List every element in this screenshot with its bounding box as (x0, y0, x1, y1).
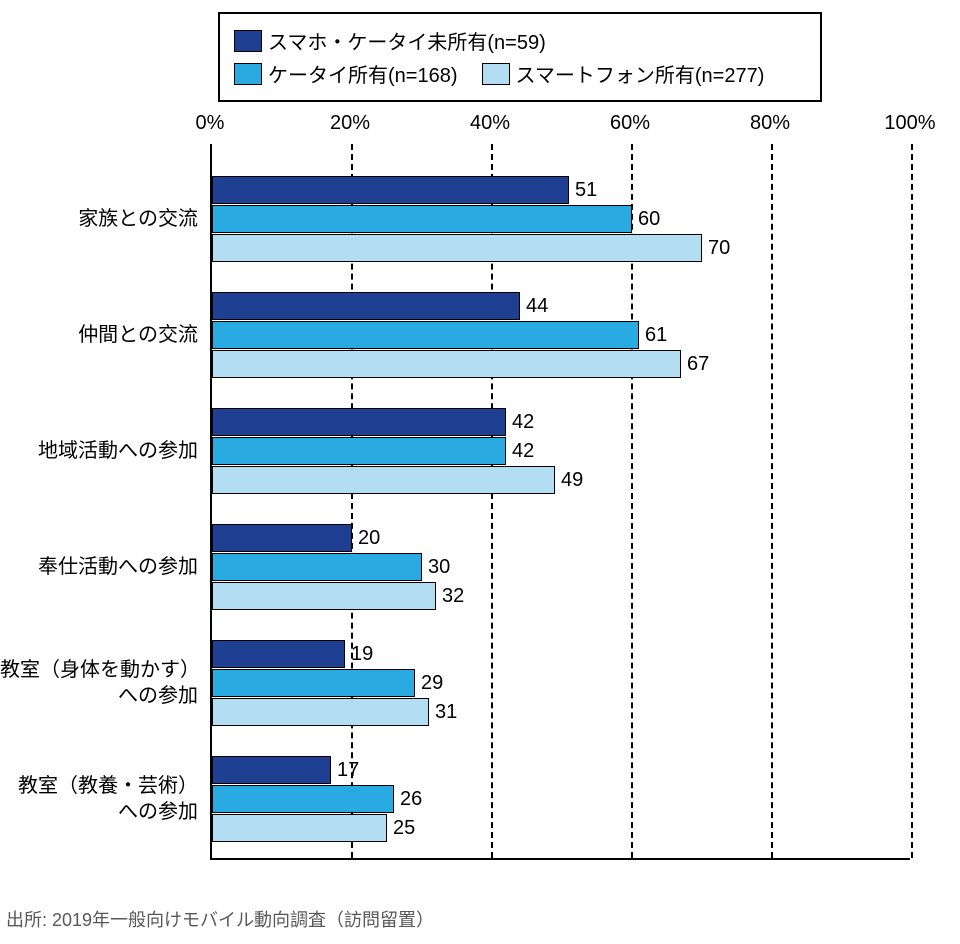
bar-value-label: 19 (345, 640, 373, 668)
x-axis-tick-label: 80% (750, 112, 790, 135)
legend-swatch (234, 30, 262, 52)
bar (212, 205, 632, 233)
bar-value-label: 67 (681, 350, 709, 378)
bar (212, 524, 352, 552)
bar-value-label: 20 (352, 524, 380, 552)
bar-value-label: 25 (387, 814, 415, 842)
bar (212, 553, 422, 581)
bar (212, 785, 394, 813)
legend-item: スマートフォン所有(n=277) (482, 59, 765, 88)
x-axis-tick-label: 100% (884, 112, 935, 135)
legend-swatch (234, 63, 262, 85)
x-axis-tick-label: 40% (470, 112, 510, 135)
bar (212, 176, 569, 204)
bar-value-label: 29 (415, 669, 443, 697)
legend-label: ケータイ所有(n=168) (268, 59, 458, 88)
bar (212, 321, 639, 349)
legend-swatch (482, 63, 510, 85)
bar (212, 640, 345, 668)
bar-value-label: 42 (506, 437, 534, 465)
category-label: 教室（教養・芸術）への参加 (18, 773, 198, 825)
bar (212, 350, 681, 378)
source-note: 出所: 2019年一般向けモバイル動向調査（訪問留置） (6, 906, 434, 932)
bar-value-label: 60 (632, 205, 660, 233)
bar (212, 408, 506, 436)
bar (212, 582, 436, 610)
category-label: 仲間との交流 (78, 322, 198, 348)
bar (212, 669, 415, 697)
x-axis-tick-label: 0% (196, 112, 225, 135)
bar (212, 814, 387, 842)
bar (212, 292, 520, 320)
bar (212, 466, 555, 494)
category-label: 奉仕活動への参加 (38, 554, 198, 580)
bar-value-label: 32 (436, 582, 464, 610)
gridline (771, 144, 773, 858)
category-label: 家族との交流 (78, 206, 198, 232)
chart-container: スマホ・ケータイ未所有(n=59) ケータイ所有(n=168) スマートフォン所有(… (0, 0, 960, 944)
legend-item: ケータイ所有(n=168) (234, 59, 458, 88)
bar (212, 234, 702, 262)
gridline (911, 144, 913, 858)
bar-value-label: 26 (394, 785, 422, 813)
bar (212, 756, 331, 784)
legend-label: スマホ・ケータイ未所有(n=59) (268, 26, 546, 55)
plot-area: 51 60 70 44 61 67 4242 49 20 3032 19 2931 17 2625 (210, 144, 910, 860)
legend: スマホ・ケータイ未所有(n=59) ケータイ所有(n=168) スマートフォン所有(… (218, 12, 822, 102)
bar-value-label: 49 (555, 466, 583, 494)
bar-value-label: 44 (520, 292, 548, 320)
x-axis-tick-label: 60% (610, 112, 650, 135)
legend-item: スマホ・ケータイ未所有(n=59) (234, 26, 546, 55)
bar-value-label: 61 (639, 321, 667, 349)
category-label: 教室（身体を動かす）への参加 (0, 657, 198, 709)
legend-label: スマートフォン所有(n=277) (516, 59, 765, 88)
x-axis-tick-label: 20% (330, 112, 370, 135)
bar (212, 698, 429, 726)
bar-value-label: 42 (506, 408, 534, 436)
bar-value-label: 70 (702, 234, 730, 262)
bar (212, 437, 506, 465)
bar-value-label: 17 (331, 756, 359, 784)
bar-value-label: 31 (429, 698, 457, 726)
category-label: 地域活動への参加 (38, 438, 198, 464)
bar-value-label: 30 (422, 553, 450, 581)
bar-value-label: 51 (569, 176, 597, 204)
